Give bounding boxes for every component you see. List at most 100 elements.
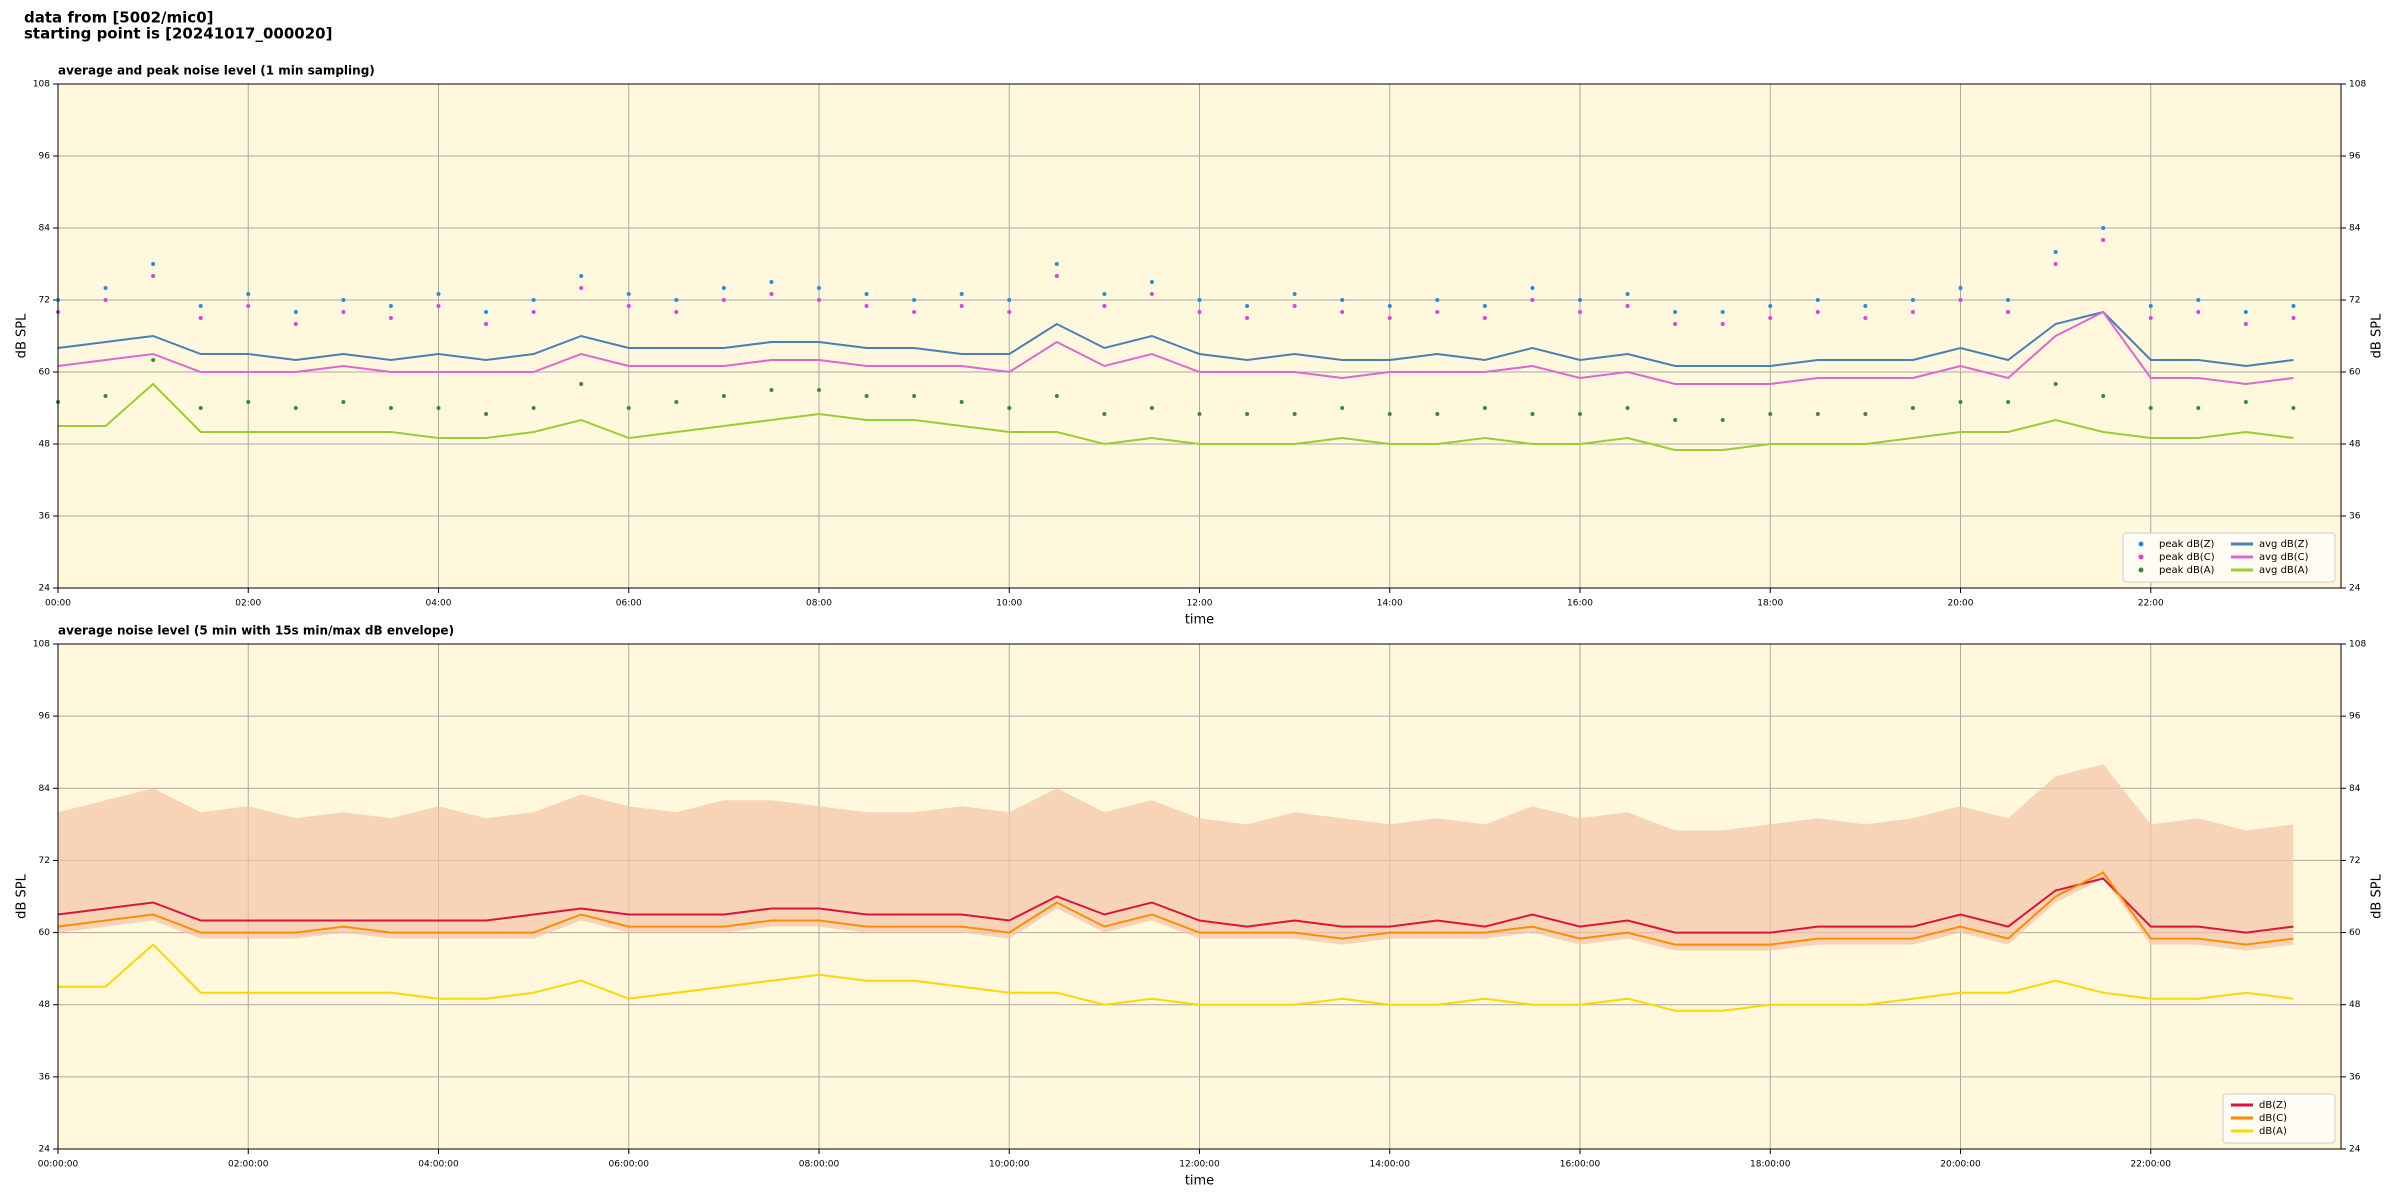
peak-dot [1863, 316, 1868, 320]
peak-dot [1482, 316, 1487, 320]
peak-dot [2101, 394, 2106, 398]
peak-dot [2243, 400, 2248, 404]
peak-dot [1910, 298, 1915, 302]
y-tick-label: 108 [2349, 640, 2366, 650]
chart-title: average noise level (5 min with 15s min/… [58, 624, 454, 638]
y-tick-label: 48 [39, 1000, 51, 1010]
peak-dot [246, 400, 251, 404]
y-tick-label: 108 [2349, 80, 2366, 90]
x-tick-label: 04:00:00 [418, 1160, 459, 1170]
peak-dot [2006, 400, 2011, 404]
peak-dot [721, 394, 726, 398]
peak-dot [674, 298, 679, 302]
peak-dot [769, 292, 774, 296]
peak-dot [436, 406, 441, 410]
y-tick-label: 36 [39, 1072, 51, 1082]
x-tick-label: 22:00:00 [2131, 1160, 2172, 1170]
peak-dot [246, 292, 251, 296]
legend-label: avg dB(A) [2259, 565, 2309, 576]
peak-dot [1340, 406, 1345, 410]
x-tick-label: 06:00 [616, 599, 642, 609]
peak-dot [1387, 412, 1392, 416]
peak-dot [721, 298, 726, 302]
peak-dot [436, 292, 441, 296]
peak-dot [484, 412, 489, 416]
peak-dot [2006, 310, 2011, 314]
peak-dot [1149, 406, 1154, 410]
peak-dot [1387, 304, 1392, 308]
peak-dot [1910, 406, 1915, 410]
peak-dot [1054, 262, 1059, 266]
peak-dot [1910, 310, 1915, 314]
peak-dot [1102, 412, 1107, 416]
peak-dot [341, 298, 346, 302]
peak-dot [1530, 412, 1535, 416]
y-tick-label: 84 [2349, 784, 2361, 794]
y-tick-label: 24 [39, 1145, 51, 1155]
y-tick-label: 48 [2349, 1000, 2361, 1010]
legend-box [2122, 532, 2336, 583]
header-line: starting point is [20241017_000020] [24, 25, 332, 43]
peak-dot [2101, 238, 2106, 242]
chart-title: average and peak noise level (1 min samp… [58, 64, 375, 78]
peak-dot [1007, 310, 1012, 314]
peak-dot [484, 322, 489, 326]
y-axis-label: dB SPL [2370, 873, 2385, 918]
series-line [57, 310, 2294, 368]
y-tick-label: 96 [2349, 152, 2361, 162]
peak-dot [626, 304, 631, 308]
peak-dot [1863, 412, 1868, 416]
x-axis-label: time [1185, 613, 1214, 628]
peak-dot [341, 400, 346, 404]
peak-dot [912, 394, 917, 398]
series-line [58, 943, 2294, 1012]
peak-dot [151, 274, 156, 278]
peak-dot [198, 316, 203, 320]
series-line [57, 310, 2294, 386]
x-tick-label: 10:00:00 [989, 1160, 1030, 1170]
peak-dot [531, 298, 536, 302]
peak-dot [817, 286, 821, 290]
y-tick-label: 24 [2349, 1145, 2361, 1155]
peak-dot [151, 358, 156, 362]
peak-dot [1958, 400, 1963, 404]
peak-dot [2196, 310, 2201, 314]
peak-dot [817, 388, 821, 392]
peak-dot [1673, 310, 1678, 314]
peak-dot [2196, 406, 2201, 410]
peak-dot [1482, 406, 1487, 410]
peak-dot [2196, 298, 2201, 302]
peak-dot [1054, 274, 1059, 278]
peak-dot [198, 304, 203, 308]
peak-dot [579, 286, 584, 290]
peak-dot [1720, 418, 1725, 422]
peak-dot [1768, 412, 1773, 416]
peak-dot [1292, 304, 1297, 308]
x-tick-label: 20:00 [1948, 599, 1974, 609]
y-tick-label: 24 [2349, 584, 2361, 594]
legend-label: avg dB(C) [2259, 552, 2309, 563]
y-tick-label: 60 [2349, 928, 2361, 938]
peak-dot [198, 406, 203, 410]
x-tick-label: 02:00 [235, 599, 261, 609]
y-tick-label: 108 [33, 80, 50, 90]
y-tick-label: 72 [2349, 296, 2360, 306]
peak-dot [1625, 406, 1630, 410]
x-tick-label: 18:00:00 [1750, 1160, 1791, 1170]
peak-dot [769, 280, 774, 284]
y-tick-label: 108 [33, 640, 50, 650]
peak-dot [1197, 310, 1202, 314]
y-tick-label: 96 [39, 152, 51, 162]
y-tick-label: 72 [39, 856, 50, 866]
peak-dot [1102, 304, 1107, 308]
peak-dot [1340, 310, 1345, 314]
peak-dot [1435, 298, 1440, 302]
peak-dot [1007, 298, 1012, 302]
y-tick-label: 96 [39, 712, 51, 722]
legend-marker [2138, 567, 2144, 573]
x-tick-label: 08:00:00 [799, 1160, 840, 1170]
x-tick-label: 14:00 [1377, 599, 1403, 609]
x-tick-label: 00:00:00 [38, 1160, 79, 1170]
peak-dot [2243, 322, 2248, 326]
x-tick-label: 14:00:00 [1370, 1160, 1411, 1170]
